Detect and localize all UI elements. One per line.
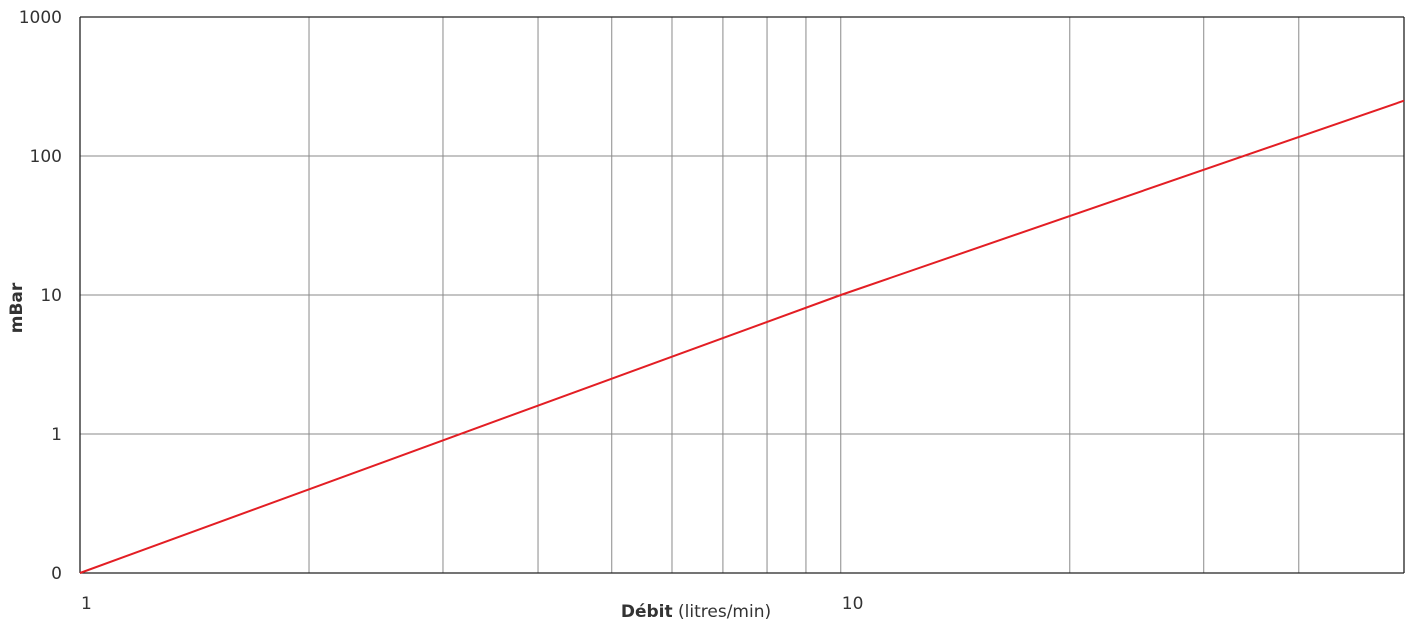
x-axis-title: Débit (litres/min) <box>621 602 771 622</box>
series-layer <box>79 99 1405 574</box>
grid <box>80 17 1404 573</box>
y-axis-title: mBar <box>7 282 27 333</box>
y-tick-label: 10 <box>40 286 62 306</box>
x-tick-label: 1 <box>81 594 92 614</box>
x-axis-title-unit: (litres/min) <box>673 602 772 622</box>
x-axis-title-bold: Débit <box>621 602 673 622</box>
y-tick-label: 100 <box>30 147 62 167</box>
y-tick-label: 1 <box>51 425 62 445</box>
x-tick-labels: 1 10 <box>81 594 863 614</box>
y-tick-label: 0 <box>51 564 62 584</box>
x-tick-label: 10 <box>842 594 864 614</box>
series-line <box>79 99 1405 574</box>
plot-frame <box>79 16 1405 574</box>
y-tick-label: 1000 <box>19 8 62 28</box>
y-tick-labels: 0 1 10 100 1000 <box>19 8 62 584</box>
